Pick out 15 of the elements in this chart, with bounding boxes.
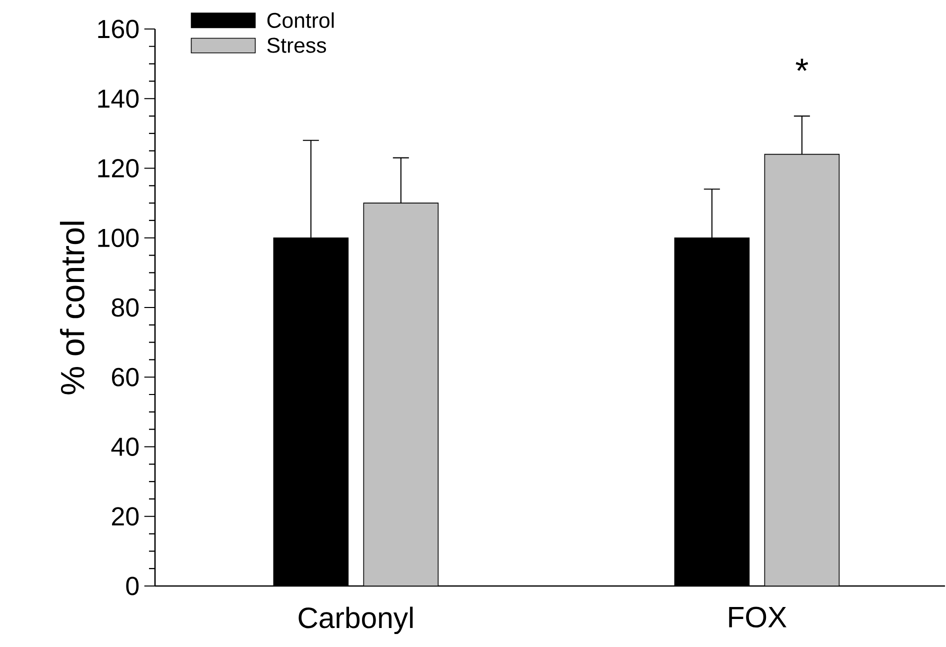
y-tick-label: 60: [112, 368, 139, 386]
y-tick-label: 80: [112, 298, 139, 317]
x-tick-label: FOX: [729, 606, 786, 628]
y-tick-label: 20: [112, 507, 139, 526]
annotation: *: [796, 58, 808, 71]
y-axis-title: % of control: [60, 222, 84, 394]
legend-label: Control: [267, 12, 334, 28]
y-tick-label: 100: [98, 228, 139, 248]
legend-label: Stress: [267, 38, 326, 53]
y-tick-label: 140: [98, 89, 139, 108]
y-tick-label: 160: [98, 20, 139, 38]
y-tick-label: 120: [98, 159, 139, 178]
y-tick-label: 40: [111, 438, 139, 456]
y-tick-label: 0: [126, 576, 139, 596]
x-tick-label: Carbonyl: [298, 606, 413, 634]
